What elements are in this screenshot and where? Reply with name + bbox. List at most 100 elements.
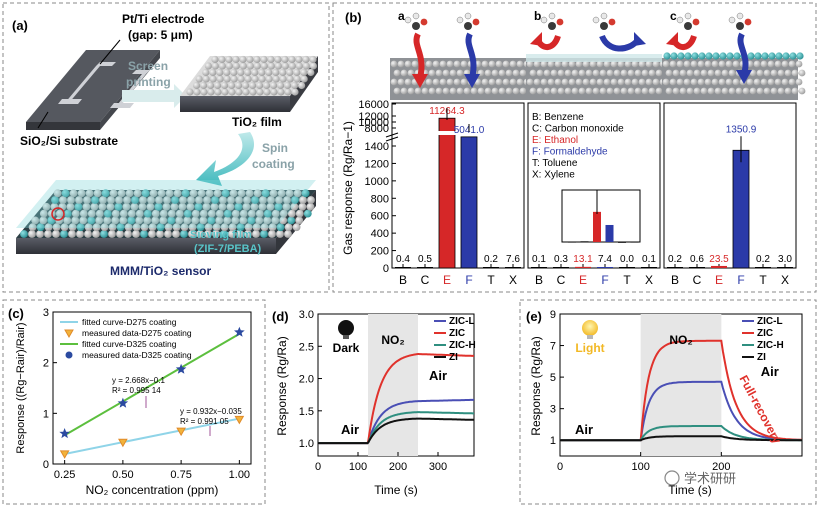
bar-break [460,131,478,135]
spin-coating-arrow [196,132,255,186]
x-tick-label-C: C [693,273,702,287]
panel-c-axes [52,311,252,465]
spin-coating-label-1: Spin [262,141,288,155]
panel-e-ylabel: Response (Rg/Ra) [529,336,543,435]
subplot-c-title: c [670,9,677,23]
x-tick-label-X: X [509,273,517,287]
x-tick-label-X: X [781,273,789,287]
legend-entry: ZIC [757,328,773,339]
inset-bar [580,241,589,243]
value-label-X: 3.0 [778,254,792,265]
legend-entry: F: Formaldehyde [532,147,608,158]
y-tick-label: 8000 [365,123,389,135]
value-label-C: 0.6 [690,254,704,265]
sensor-label: MMM/TiO₂ sensor [110,264,211,278]
marker-triangle [176,427,186,437]
value-label-T: 0.0 [620,254,634,265]
subplot-a-title: a [398,9,405,23]
x-tick-label: 0 [315,461,321,473]
x-tick-label: 0 [557,461,563,473]
fit-r2: R² = 0.995 14 [112,386,161,395]
marker-star [117,397,129,408]
legend-swatch [64,329,74,339]
x-tick-label: 1.00 [229,469,250,481]
x-tick-label-E: E [579,273,587,287]
panel-d-plot: 0 100 200 300 1.0 1.5 2.0 2.5 3.0 ZIC-LZICZIC-HZI… [299,309,476,473]
y-tick-label: 400 [371,228,389,240]
subplot-b-title: b [534,9,541,23]
legend-entry: ZIC-L [449,316,475,327]
bar-C [553,267,569,268]
y-tick-label: 800 [371,193,389,205]
marker-triangle [59,450,70,459]
condition-label: Light [575,341,604,355]
full-recovery-label: Full-recovery [736,373,784,446]
value-label-F: 7.4 [598,254,612,265]
tio2-film-label: TiO₂ film [232,115,282,129]
y-tick-label: 3 [43,307,49,319]
x-tick-label: 200 [389,461,407,473]
panel-d-ylabel: Response (Rg/Ra) [275,336,289,435]
x-tick-label: 0.75 [170,469,191,481]
bar-F [460,136,478,269]
legend-entry: X: Xylene [532,170,575,181]
y-tick-label: 3.0 [299,309,314,321]
x-tick-label-T: T [487,273,495,287]
value-label-C: 0.3 [554,254,568,265]
y-tick-label: 9 [550,309,556,321]
bar-T [755,267,771,268]
subplot-b-frame [527,102,661,269]
panel-c-label: (c) [8,306,24,321]
value-label-T: 0.2 [484,254,498,265]
marker-triangle [234,415,245,425]
bar-B [395,267,411,268]
bar-F [597,267,613,268]
gas-label: NO₂ [381,333,404,347]
panel-c-xlabel: NO₂ concentration (ppm) [86,483,219,497]
legend-entry: ZI [449,352,458,363]
marker-star [59,428,70,439]
y-tick-label: 2.5 [299,341,314,353]
value-label-B: 0.1 [532,254,546,265]
bar-T [619,267,635,268]
fit-equation: y = 2.668x−0.1 [112,376,165,385]
inset-bar [618,242,626,243]
sensor-particles [20,189,315,238]
series-line-zi [318,417,474,445]
gas-label: NO₂ [669,333,692,347]
y-tick-label: 600 [371,211,389,223]
legend-entry: ZIC-H [757,340,784,351]
value-label-X: 0.1 [642,254,656,265]
screen-printing-label-1: Screen [128,59,168,73]
fit-equation: y = 0.932x−0.035 [180,407,242,416]
x-tick-label-B: B [399,273,407,287]
x-tick-label: 0.50 [112,469,133,481]
electrode-marker [51,207,65,221]
x-tick-label: 200 [712,461,730,473]
bar-B [667,267,683,268]
value-label-E: 23.5 [709,254,729,265]
y-tick-label: 3 [550,404,556,416]
value-label-E: 13.1 [573,254,593,265]
tio2-particles [186,55,317,96]
x-tick-label-T: T [759,273,767,287]
bar-E [711,265,727,268]
series-lines [318,353,474,445]
subplot-c-frame [663,102,797,269]
bar-B [531,267,547,268]
x-tick-label-C: C [421,273,430,287]
legend-entry: fitted curve-D275 coating [82,317,177,327]
y-tick-label: 1.5 [299,406,314,418]
watermark-text: 学术研研 [684,471,736,486]
panel-c: (c) 0.25 0.50 0.75 1.00 0 1 2 3 fitted curve-D27… [2,299,266,505]
sieving-label-1: Sieving film [190,229,252,241]
x-tick-label: 100 [631,461,649,473]
air-label-after: Air [429,368,447,383]
x-tick-label: 0.25 [54,469,75,481]
bar-C [417,267,433,268]
series-lines [560,339,802,442]
spin-coating-label-2: coating [252,157,295,171]
